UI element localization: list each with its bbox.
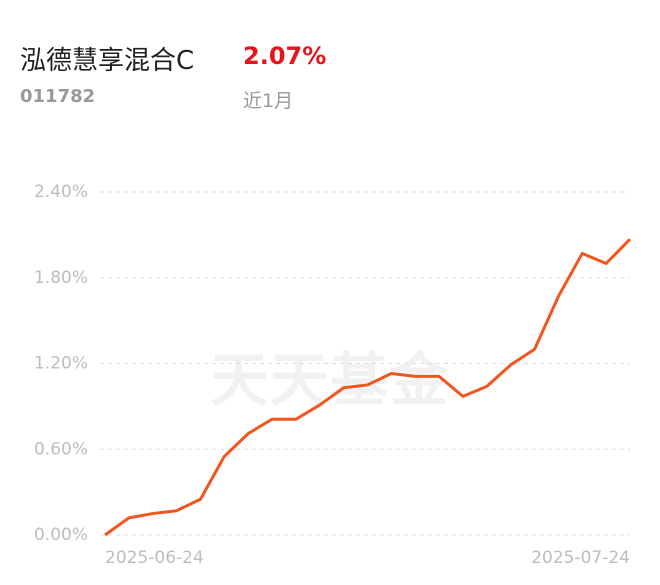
watermark: 天天基金 [210,346,450,414]
x-tick-label: 2025-07-24 [531,548,630,568]
y-tick-label: 1.80% [34,268,88,288]
y-tick-label: 2.40% [34,182,88,202]
period: 近1月 [243,90,294,112]
return: 2.07% [243,42,327,70]
fund-name: 泓德慧享混合C [20,46,195,76]
y-tick-label: 1.20% [34,354,88,374]
y-tick-label: 0.60% [34,439,88,459]
line [104,238,632,537]
x-tick-label: 2025-06-24 [105,548,204,568]
y-tick-label: 0.00% [34,525,88,545]
fund-code: 011782 [20,86,96,107]
